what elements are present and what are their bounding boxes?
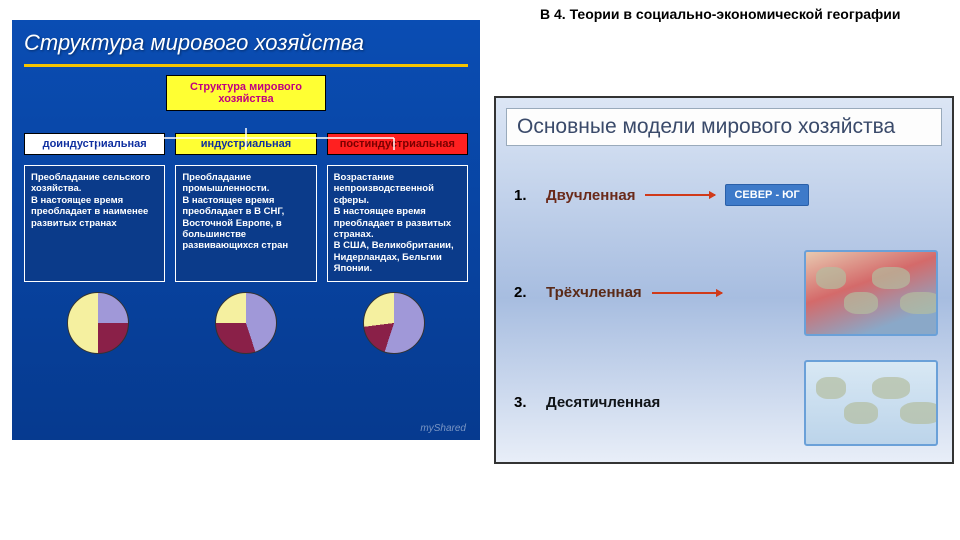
pie-row	[12, 282, 480, 360]
page-heading: В 4. Теории в социально-экономической ге…	[540, 6, 901, 22]
model-name: Десятичленная	[546, 394, 660, 411]
description-row: Преобладание сельского хозяйства. В наст…	[12, 165, 480, 282]
model-number: 2.	[514, 284, 536, 301]
models-panel: Основные модели мирового хозяйства 1. Дву…	[494, 96, 954, 464]
category-node-0: доиндустриальная	[24, 133, 165, 155]
description-box-2: Возрастание непроизводственной сферы. В …	[327, 165, 468, 282]
root-node: Структура мирового хозяйства	[166, 75, 326, 111]
structure-diagram-panel: Структура мирового хозяйства Структура м…	[12, 20, 480, 440]
model-row-0: 1. Двучленная СЕВЕР - ЮГ	[496, 180, 952, 210]
model-name: Трёхчленная	[546, 284, 642, 301]
pie-chart-2	[363, 292, 425, 354]
category-node-2: постиндустриальная	[327, 133, 468, 155]
watermark: myShared	[420, 423, 466, 434]
accent-line	[24, 64, 468, 67]
description-box-1: Преобладание промышленности. В настоящее…	[175, 165, 316, 282]
category-row: доиндустриальная индустриальная постиндуст…	[12, 133, 480, 155]
map-thumbnail-1	[804, 360, 938, 446]
model-number: 1.	[514, 187, 536, 204]
arrow-icon	[645, 194, 715, 196]
models-list: 1. Двучленная СЕВЕР - ЮГ 2. Трёхчленная 3. Дес…	[496, 160, 952, 450]
right-panel-title: Основные модели мирового хозяйства	[517, 115, 931, 139]
map-thumbnail-0	[804, 250, 938, 336]
right-title-box: Основные модели мирового хозяйства	[506, 108, 942, 146]
model-number: 3.	[514, 394, 536, 411]
pie-chart-1	[215, 292, 277, 354]
model-tag: СЕВЕР - ЮГ	[725, 184, 808, 206]
left-panel-title: Структура мирового хозяйства	[12, 20, 480, 62]
model-name: Двучленная	[546, 187, 635, 204]
arrow-icon	[652, 292, 722, 294]
pie-chart-0	[67, 292, 129, 354]
category-node-1: индустриальная	[175, 133, 316, 155]
description-box-0: Преобладание сельского хозяйства. В наст…	[24, 165, 165, 282]
